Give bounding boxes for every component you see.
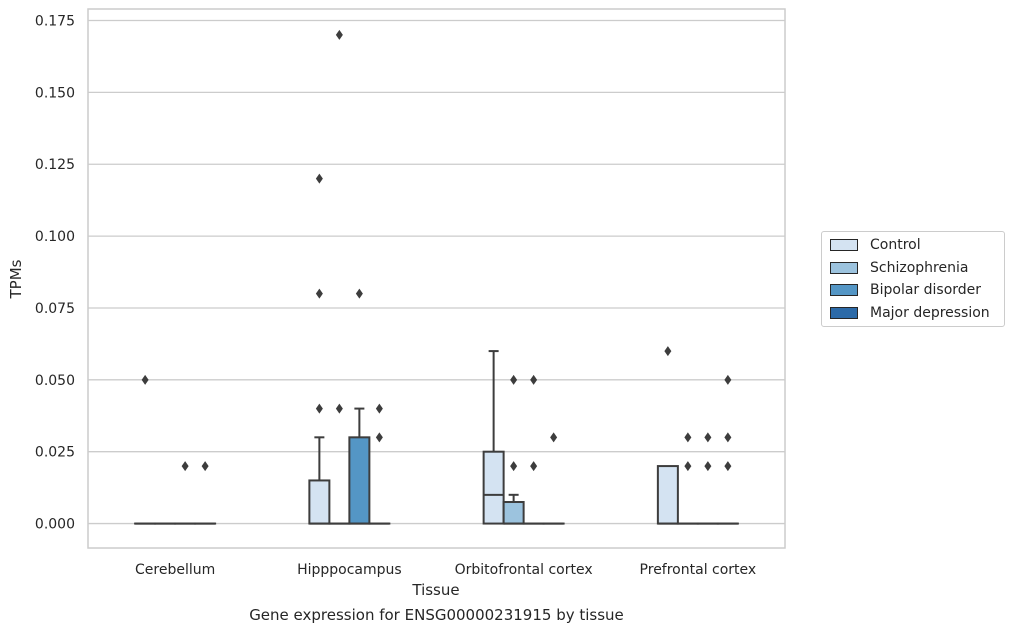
legend-label-bipolar-disorder: Bipolar disorder xyxy=(870,282,982,298)
outlier-point xyxy=(201,461,209,472)
y-tick-label: 0.150 xyxy=(35,85,75,101)
y-tick-label: 0.050 xyxy=(35,373,75,389)
outlier-point xyxy=(510,374,518,385)
box xyxy=(656,465,679,525)
box-group xyxy=(308,436,331,525)
chart-caption: Gene expression for ENSG00000231915 by t… xyxy=(249,606,624,624)
outlier-point xyxy=(530,461,538,472)
legend-item-schizophrenia: Schizophrenia xyxy=(830,258,968,278)
outlier-point xyxy=(375,432,383,443)
y-tick-label: 0.025 xyxy=(35,445,75,461)
outlier-point xyxy=(684,432,692,443)
y-tick-label: 0.125 xyxy=(35,157,75,173)
outlier-point xyxy=(181,461,189,472)
outlier-point xyxy=(315,403,323,414)
outlier-point xyxy=(704,461,712,472)
x-tick-label: Cerebellum xyxy=(135,562,215,578)
x-tick-label: Hipppocampus xyxy=(297,562,402,578)
outlier-point xyxy=(375,403,383,414)
legend-swatch-schizophrenia xyxy=(830,262,858,274)
legend-swatch-major-depression xyxy=(830,307,858,319)
legend-item-major-depression: Major depression xyxy=(830,303,990,323)
y-tick-label: 0.175 xyxy=(35,13,75,29)
box xyxy=(308,479,331,525)
box-group xyxy=(482,350,505,525)
legend-label-schizophrenia: Schizophrenia xyxy=(870,260,969,276)
legend-label-major-depression: Major depression xyxy=(870,305,990,321)
legend-swatch-control xyxy=(830,239,858,251)
outliers xyxy=(141,29,732,472)
boxes xyxy=(134,350,739,525)
box xyxy=(482,450,505,525)
outlier-point xyxy=(335,403,343,414)
box xyxy=(502,501,525,525)
outlier-point xyxy=(684,461,692,472)
outlier-point xyxy=(724,432,732,443)
x-tick-label: Prefrontal cortex xyxy=(640,562,757,578)
outlier-point xyxy=(724,461,732,472)
y-tick-label: 0.000 xyxy=(35,517,75,533)
plot-area xyxy=(87,8,786,549)
outlier-point xyxy=(550,432,558,443)
x-tick-labels: Cerebellum Hipppocampus Orbitofrontal cort… xyxy=(135,562,756,578)
outlier-point xyxy=(315,288,323,299)
outlier-point xyxy=(355,288,363,299)
box-group xyxy=(348,407,371,525)
outlier-point xyxy=(510,461,518,472)
outlier-point xyxy=(335,29,343,40)
legend-item-bipolar-disorder: Bipolar disorder xyxy=(830,280,981,300)
outlier-point xyxy=(724,374,732,385)
y-tick-label: 0.075 xyxy=(35,301,75,317)
y-axis-label: TPMs xyxy=(7,259,25,299)
outlier-point xyxy=(530,374,538,385)
legend-swatch-bipolar-disorder xyxy=(830,284,858,296)
y-tick-labels: 0.000 0.025 0.050 0.075 0.100 0.125 0.150 0.175 xyxy=(35,13,75,532)
outlier-point xyxy=(664,346,672,357)
box-group xyxy=(502,493,525,525)
legend: Control Schizophrenia Bipolar disorder M… xyxy=(821,231,1005,327)
legend-item-control: Control xyxy=(830,235,921,255)
x-tick-label: Orbitofrontal cortex xyxy=(455,562,593,578)
x-axis-label: Tissue xyxy=(411,581,459,599)
box-group xyxy=(656,465,679,525)
legend-label-control: Control xyxy=(870,237,921,253)
outlier-point xyxy=(141,374,149,385)
outlier-point xyxy=(315,173,323,184)
y-tick-label: 0.100 xyxy=(35,229,75,245)
outlier-point xyxy=(704,432,712,443)
box xyxy=(348,436,371,525)
